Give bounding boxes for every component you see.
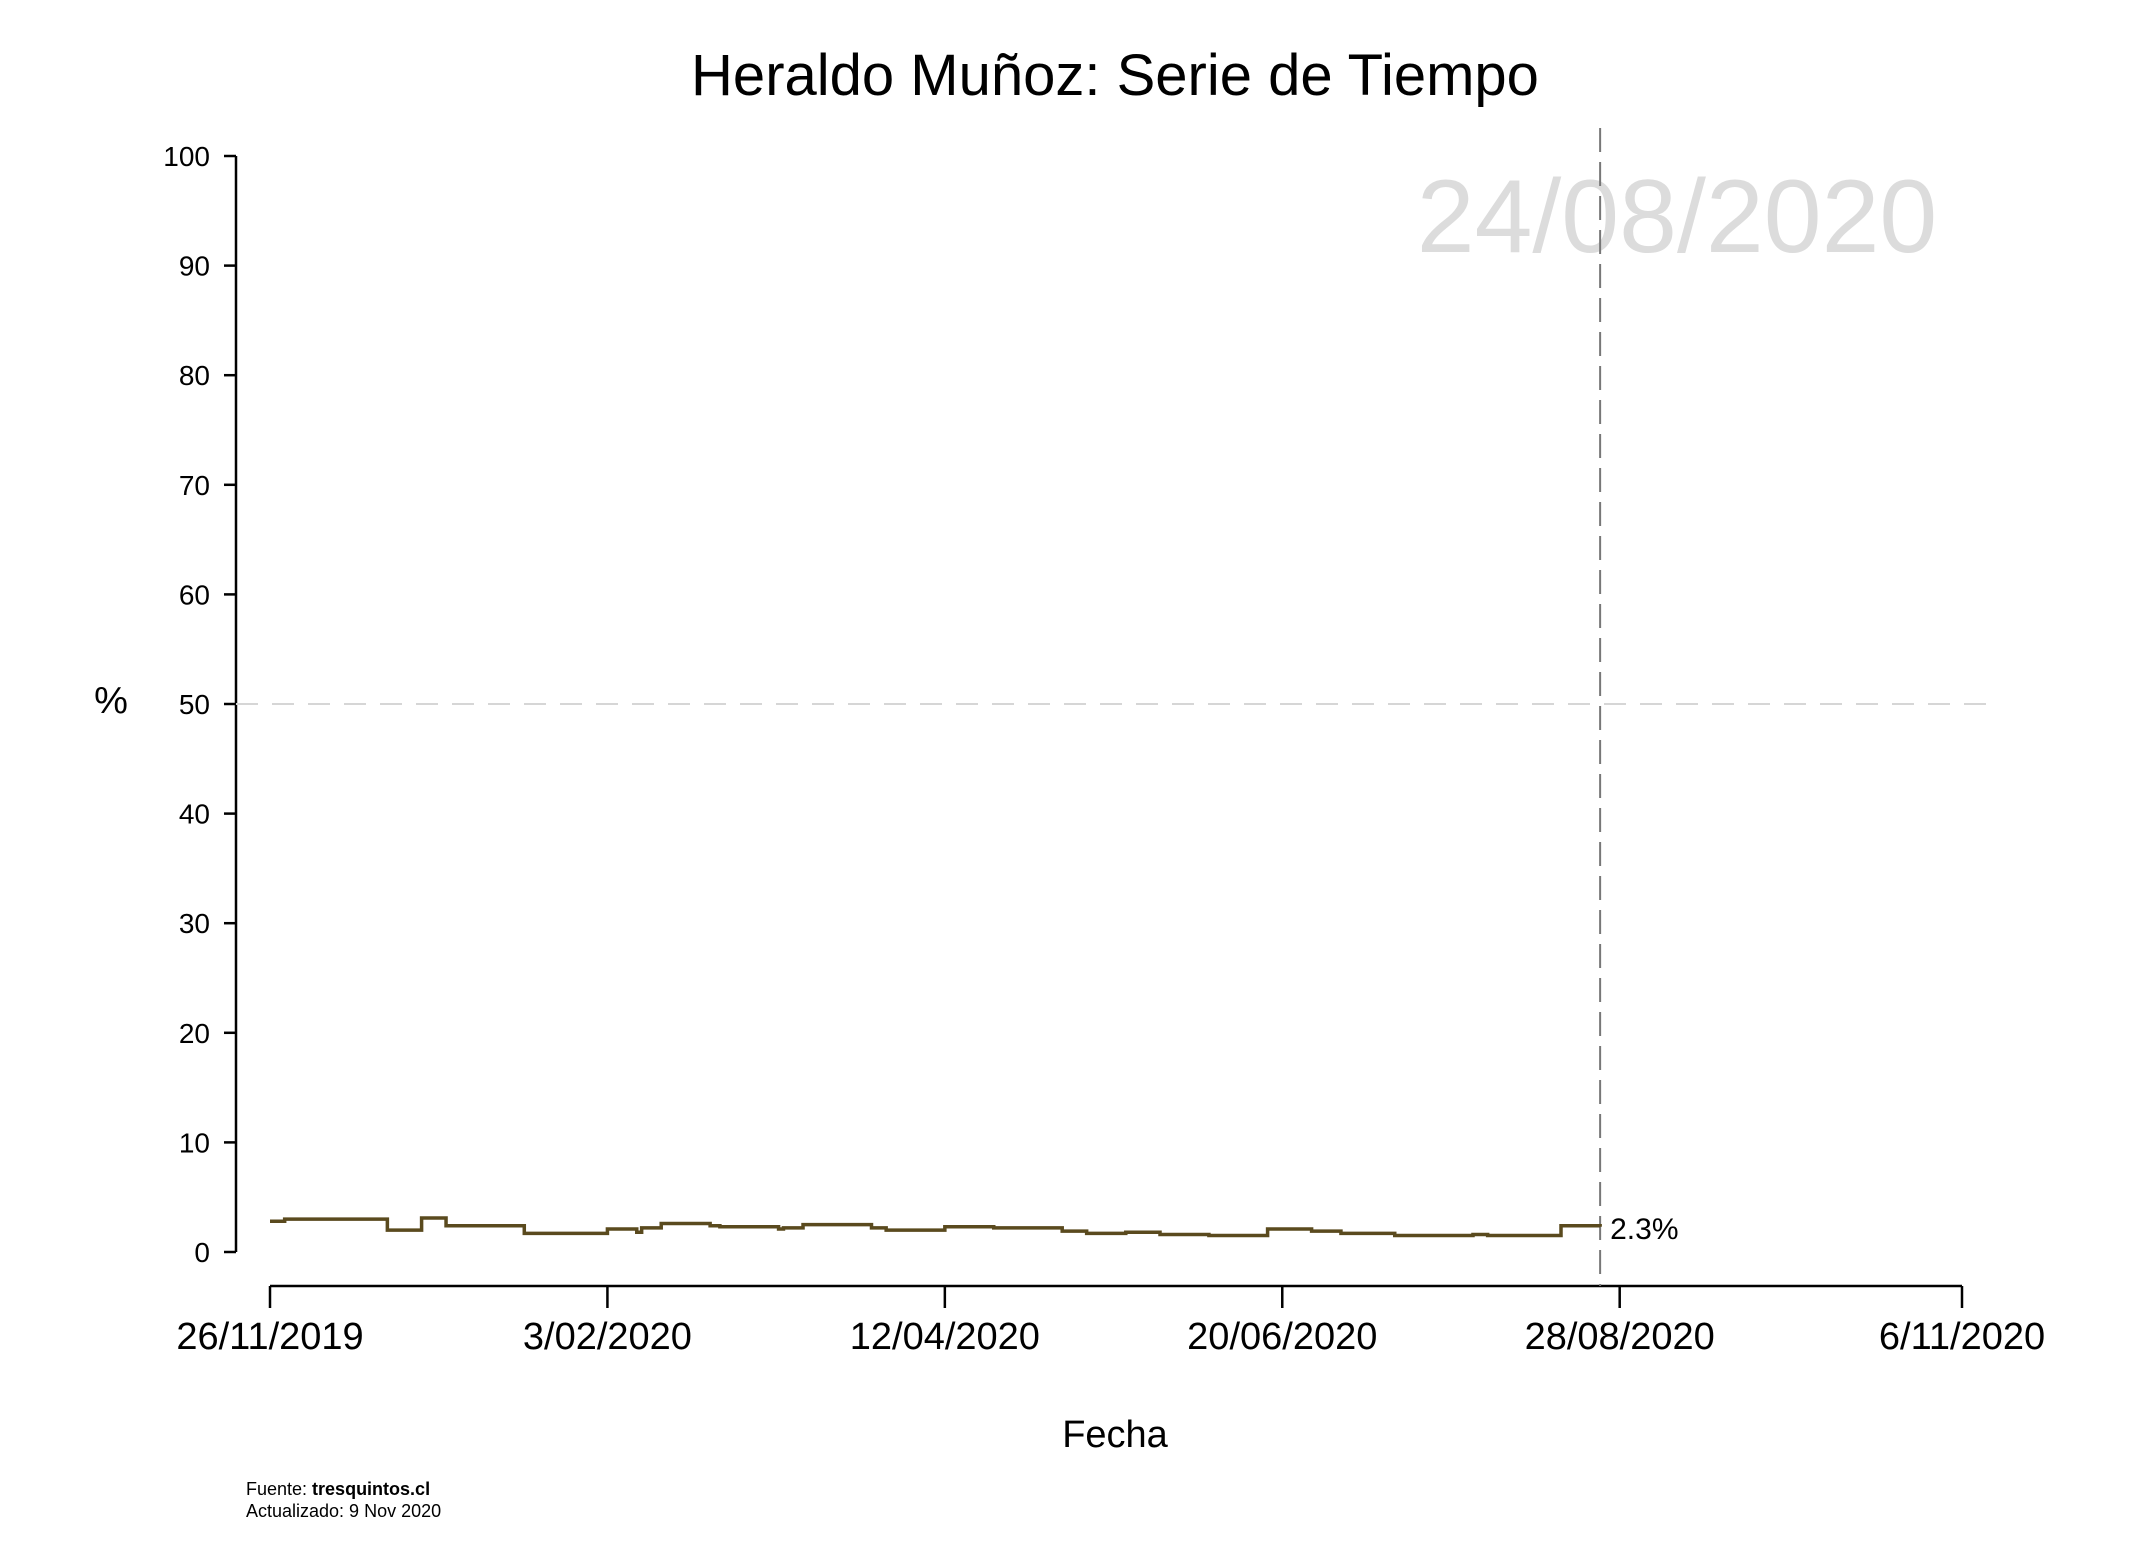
y-tick-label: 90 (179, 251, 210, 282)
x-tick-label: 6/11/2020 (1879, 1316, 2045, 1358)
x-tick-label: 26/11/2019 (176, 1316, 363, 1358)
y-tick-label: 60 (179, 579, 210, 610)
footer-source-name: tresquintos.cl (312, 1479, 431, 1499)
y-tick-label: 20 (179, 1018, 210, 1049)
x-tick-label: 28/08/2020 (1525, 1316, 1715, 1358)
y-tick-label: 40 (179, 799, 210, 830)
y-axis-label: % (94, 680, 128, 722)
plot-area: 0 10 20 30 40 50 60 70 80 90 100 26/11/2019 3/02/202… (163, 128, 2045, 1358)
y-tick-label: 80 (179, 360, 210, 391)
series-end-label: 2.3% (1610, 1213, 1678, 1246)
x-axis-label: Fecha (1062, 1414, 1168, 1456)
current-date-watermark: 24/08/2020 (1417, 159, 1938, 275)
x-tick-label: 12/04/2020 (850, 1316, 1040, 1358)
footer-updated: Actualizado: 9 Nov 2020 (246, 1501, 442, 1521)
y-tick-label: 70 (179, 470, 210, 501)
series-line (270, 1216, 1602, 1238)
y-tick-label: 30 (179, 908, 210, 939)
footer-source-prefix: Fuente: (246, 1479, 313, 1499)
y-tick-label: 0 (194, 1237, 210, 1268)
footer: Fuente: tresquintos.cl Actualizado: 9 No… (246, 1478, 441, 1522)
chart-title: Heraldo Muñoz: Serie de Tiempo (691, 43, 1539, 108)
footer-source: Fuente: tresquintos.cl (246, 1478, 441, 1500)
x-tick-label: 3/02/2020 (523, 1316, 692, 1358)
y-tick-label: 100 (163, 141, 210, 172)
x-tick-label: 20/06/2020 (1187, 1316, 1377, 1358)
y-tick-label: 10 (179, 1127, 210, 1158)
y-tick-label: 50 (179, 689, 210, 720)
